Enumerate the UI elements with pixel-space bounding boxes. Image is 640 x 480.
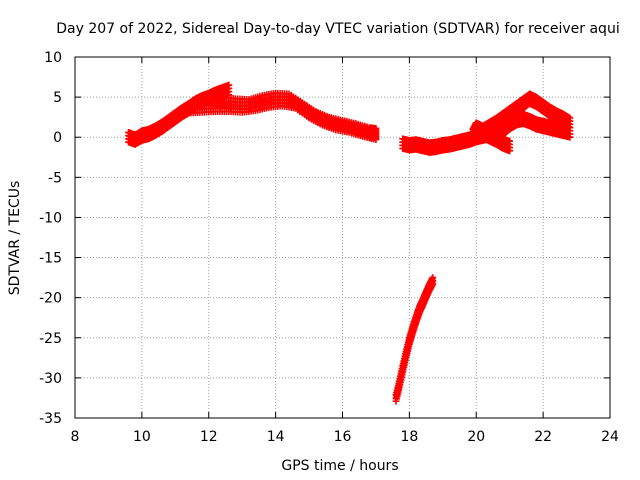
series-arc-midday-upper — [205, 89, 380, 142]
y-tick-label: -5 — [48, 170, 62, 186]
y-tick-label: -25 — [39, 331, 62, 347]
data-point — [225, 81, 233, 89]
data-layer — [125, 81, 574, 405]
x-axis-label: GPS time / hours — [281, 458, 398, 474]
y-tick-label: -10 — [39, 210, 62, 226]
data-point — [566, 124, 574, 131]
y-tick-label: -15 — [39, 251, 62, 267]
chart-title: Day 207 of 2022, Sidereal Day-to-day VTE… — [56, 21, 619, 37]
x-tick-label: 22 — [534, 429, 552, 445]
tick-layer: 8 10 12 14 16 18 20 22 24 -35 -30 -25 -20 -15 -10 -5 0 5 1… — [39, 50, 619, 445]
data-point — [506, 137, 514, 145]
y-tick-label: 0 — [53, 130, 62, 146]
series-arc-evening-mid — [492, 110, 574, 144]
x-tick-label: 18 — [400, 429, 418, 445]
y-tick-label: 10 — [44, 50, 62, 66]
series-arc-plunge — [392, 274, 437, 405]
y-axis-label: SDTVAR / TECUs — [7, 181, 23, 296]
series-arc-evening-drop — [472, 121, 514, 155]
series-arc-morning — [125, 81, 233, 148]
x-tick-label: 10 — [133, 429, 151, 445]
y-tick-label: 5 — [53, 90, 62, 106]
x-tick-label: 20 — [467, 429, 485, 445]
x-tick-label: 14 — [267, 429, 285, 445]
y-tick-label: -30 — [39, 371, 62, 387]
data-point — [372, 124, 380, 132]
x-tick-label: 24 — [601, 429, 619, 445]
data-point — [429, 274, 437, 282]
x-tick-label: 16 — [334, 429, 352, 445]
data-point — [566, 114, 574, 122]
x-tick-label: 8 — [71, 429, 80, 445]
x-tick-label: 12 — [200, 429, 218, 445]
y-tick-label: -35 — [39, 411, 62, 427]
grid-layer — [75, 57, 610, 418]
y-tick-label: -20 — [39, 291, 62, 307]
